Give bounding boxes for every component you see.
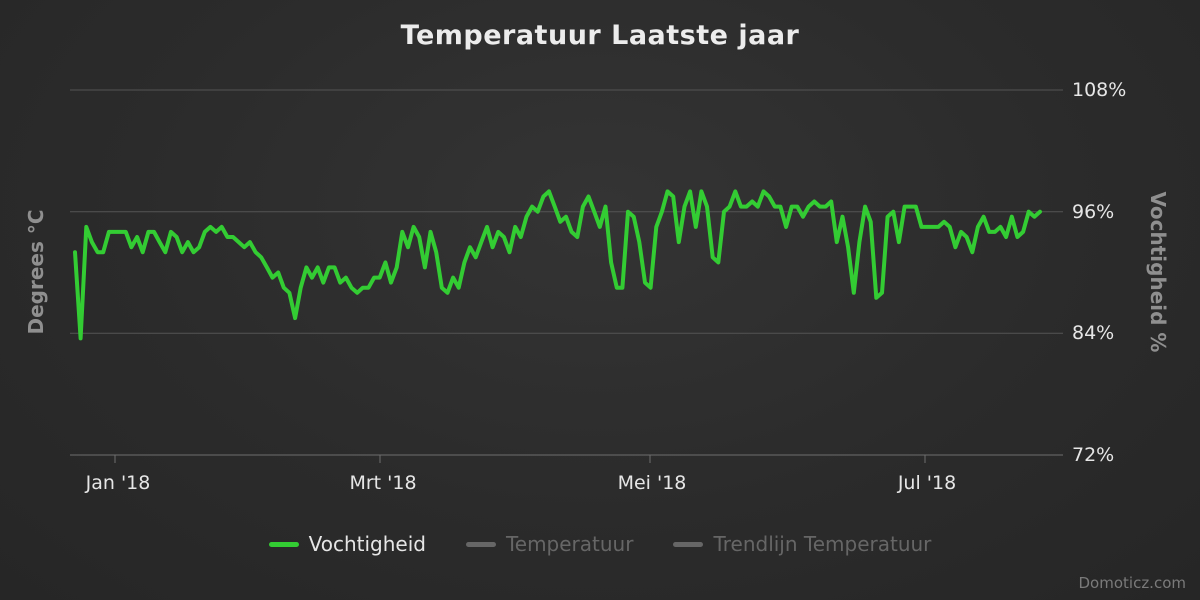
chart-title: Temperatuur Laatste jaar (400, 20, 800, 51)
x-tick-label-jan: Jan '18 (85, 472, 151, 494)
legend-label-trendlijn: Trendlijn Temperatuur (713, 532, 932, 556)
legend-item-temperatuur[interactable]: Temperatuur (465, 532, 634, 556)
legend-item-trendlijn-temperatuur[interactable]: Trendlijn Temperatuur (673, 532, 931, 556)
x-tick-label-jul: Jul '18 (897, 472, 957, 494)
legend-swatch-temperatuur (465, 541, 496, 547)
watermark: Domoticz.com (1078, 574, 1187, 592)
x-tick-label-mrt: Mrt '18 (349, 472, 417, 494)
legend-label-vochtigheid: Vochtigheid (308, 532, 426, 556)
x-tick-label-mei: Mei '18 (617, 472, 687, 494)
legend-label-temperatuur: Temperatuur (505, 532, 634, 556)
y-tick-label-72: 72% (1072, 444, 1115, 466)
series-line-vochtigheid (73, 189, 1042, 341)
y-tick-label-84: 84% (1072, 322, 1115, 344)
legend-item-vochtigheid[interactable]: Vochtigheid (268, 532, 426, 556)
y-tick-label-96: 96% (1072, 201, 1115, 223)
legend: Vochtigheid Temperatuur Trendlijn Temper… (0, 532, 1200, 556)
y-tick-label-108: 108% (1072, 79, 1127, 101)
legend-swatch-trendlijn (673, 541, 704, 547)
legend-swatch-vochtigheid (268, 541, 299, 547)
